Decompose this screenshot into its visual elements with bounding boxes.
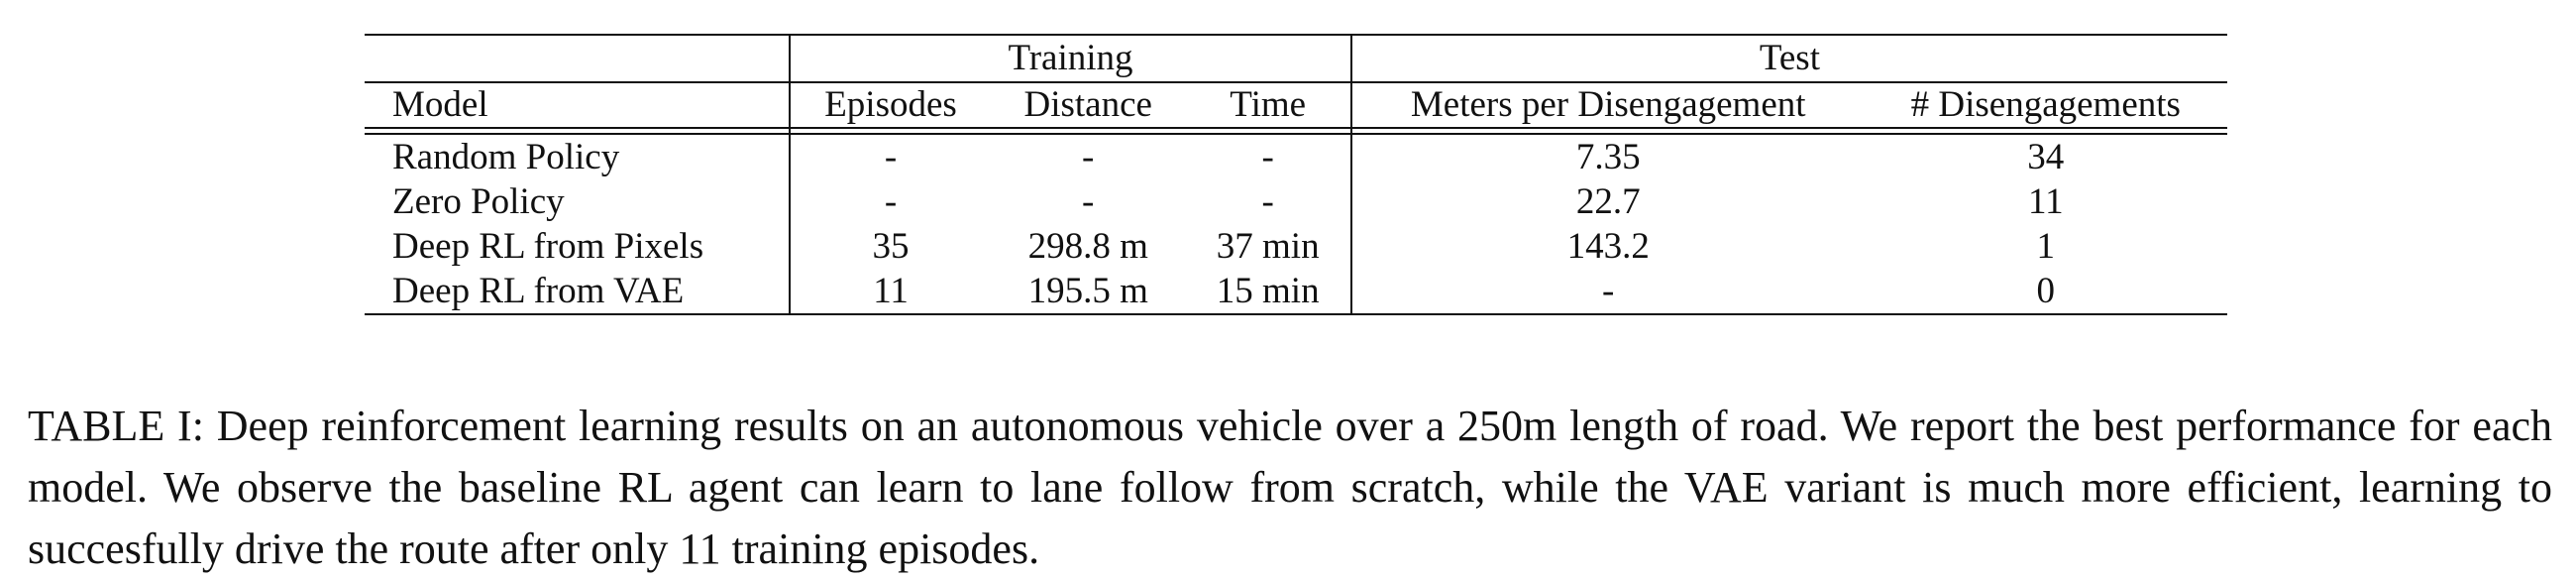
results-table-container: Training Test Model Episodes Distance Ti…: [365, 34, 2227, 315]
column-header-model: Model: [365, 81, 792, 128]
cell-disengagements: 11: [2027, 180, 2064, 222]
table-row: Deep RL from VAE 11 195.5 m 15 min - 0: [365, 269, 2227, 314]
cell-episodes: 11: [873, 270, 909, 311]
cell-disengagements: 0: [2036, 270, 2056, 311]
group-header-training: Training: [790, 35, 1352, 82]
cell-model: Zero Policy: [365, 179, 792, 224]
cell-time: -: [1185, 179, 1352, 224]
results-table: Training Test Model Episodes Distance Ti…: [365, 34, 2227, 315]
cell-disengagements: 1: [2036, 225, 2056, 267]
cell-meters-per-disengagement: -: [1602, 270, 1615, 311]
cell-disengagements: 34: [2027, 136, 2065, 177]
group-header-test-label: Test: [1759, 38, 1820, 78]
cell-meters-per-disengagement: 7.35: [1575, 136, 1641, 177]
cell-model: Random Policy: [365, 134, 792, 179]
cell-model: Deep RL from VAE: [365, 269, 792, 314]
table-row: Random Policy - - - 7.35 34: [365, 134, 2227, 179]
cell-meters-per-disengagement: 143.2: [1566, 225, 1650, 267]
group-header-test: Test: [1351, 35, 2227, 82]
cell-episodes: -: [884, 136, 898, 177]
cell-episodes: -: [884, 180, 898, 222]
cell-distance: 298.8 m: [1027, 225, 1148, 267]
header-double-rule: [365, 127, 2227, 135]
column-header-disengagements: # Disengagements: [1864, 81, 2227, 128]
cell-distance: 195.5 m: [1027, 270, 1148, 311]
cell-meters-per-disengagement: 22.7: [1575, 180, 1641, 222]
cell-time: 37 min: [1185, 224, 1352, 269]
table-row: Zero Policy - - - 22.7 11: [365, 179, 2227, 224]
column-header-row: Model Episodes Distance Time Meters per …: [365, 81, 2227, 128]
column-header-time: Time: [1185, 81, 1352, 128]
cell-distance: -: [1082, 180, 1095, 222]
group-header-empty: [365, 35, 792, 82]
column-header-meters-per-disengagement: Meters per Disengagement: [1350, 81, 1865, 128]
column-header-distance: Distance: [990, 81, 1186, 128]
group-header-training-label: Training: [1008, 38, 1133, 78]
cell-distance: -: [1082, 136, 1095, 177]
table-row: Deep RL from Pixels 35 298.8 m 37 min 14…: [365, 224, 2227, 269]
group-header-row: Training Test: [365, 35, 2227, 82]
cell-time: 15 min: [1185, 269, 1352, 314]
cell-time: -: [1185, 134, 1352, 179]
cell-model: Deep RL from Pixels: [365, 224, 792, 269]
table-caption: TABLE I: Deep reinforcement learning res…: [28, 402, 2552, 573]
column-header-episodes: Episodes: [790, 81, 991, 128]
cell-episodes: 35: [872, 225, 910, 267]
